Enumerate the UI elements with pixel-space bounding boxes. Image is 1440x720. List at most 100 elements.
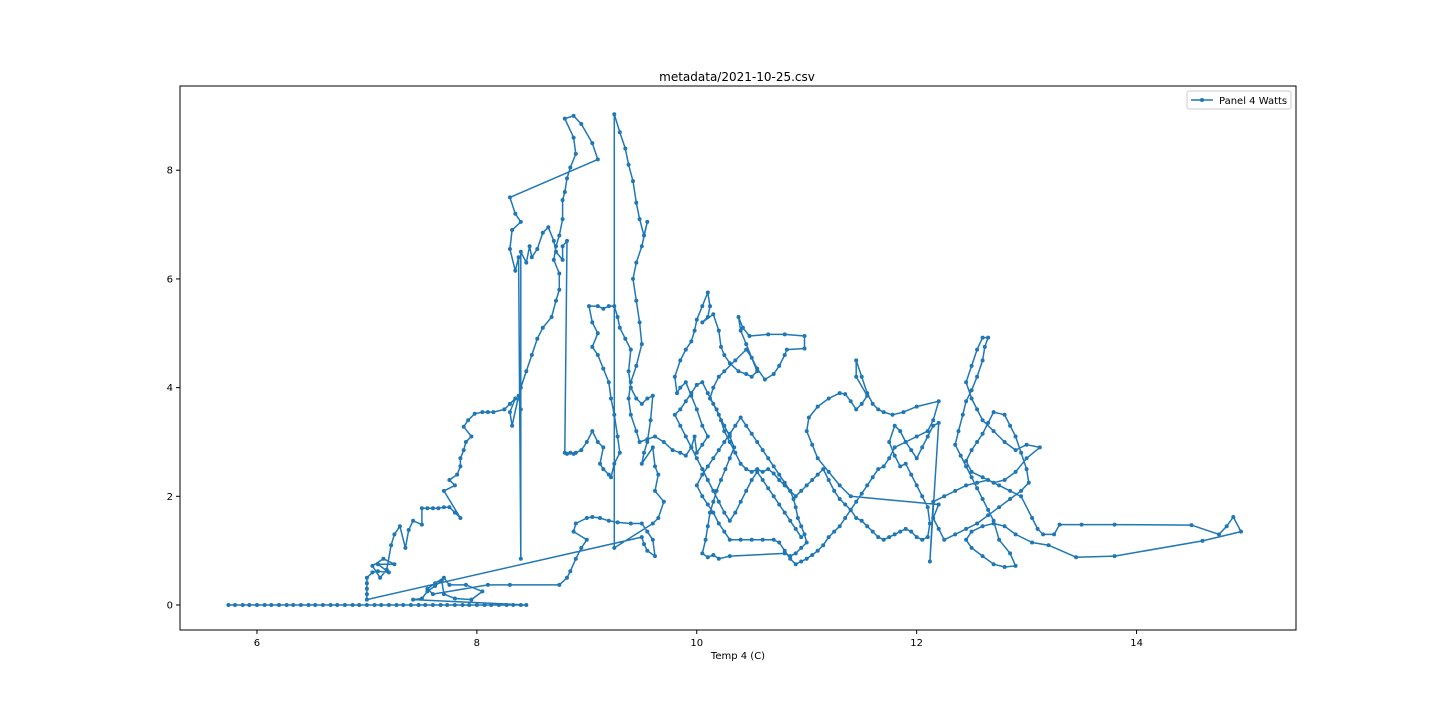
- data-point: [458, 516, 463, 520]
- data-point: [1008, 423, 1013, 428]
- data-point: [628, 521, 633, 526]
- data-point: [642, 450, 646, 455]
- data-point: [394, 603, 399, 607]
- data-point: [777, 478, 782, 482]
- data-point: [892, 532, 897, 537]
- data-point: [771, 372, 776, 376]
- data-point: [653, 488, 657, 493]
- data-point: [507, 410, 512, 415]
- data-point: [969, 545, 974, 550]
- data-point: [887, 535, 892, 540]
- data-point: [661, 440, 666, 444]
- data-point: [793, 551, 798, 556]
- data-point: [975, 374, 980, 379]
- data-point: [639, 535, 644, 540]
- data-point: [914, 535, 919, 540]
- data-point: [716, 328, 721, 333]
- data-point: [700, 551, 705, 556]
- data-point: [744, 488, 749, 493]
- data-point: [881, 464, 886, 469]
- data-point: [615, 315, 620, 319]
- data-point: [870, 529, 875, 534]
- data-point: [854, 499, 859, 504]
- data-point: [342, 603, 347, 607]
- data-point: [518, 219, 523, 224]
- data-point: [518, 407, 523, 412]
- data-point: [460, 603, 465, 607]
- data-point: [518, 385, 523, 390]
- data-point: [859, 518, 864, 523]
- data-point: [628, 385, 633, 390]
- data-point: [986, 513, 991, 518]
- data-point: [865, 391, 870, 396]
- data-point: [648, 418, 653, 423]
- data-point: [793, 562, 798, 567]
- data-point: [573, 450, 578, 455]
- data-point: [623, 336, 628, 341]
- data-point: [683, 380, 688, 385]
- data-point: [898, 429, 903, 434]
- data-point: [744, 347, 749, 352]
- data-point: [436, 506, 441, 511]
- data-point: [914, 434, 919, 439]
- data-point: [859, 401, 864, 406]
- data-point: [370, 563, 375, 568]
- data-point: [419, 522, 424, 527]
- data-point: [606, 472, 611, 477]
- data-point: [953, 442, 958, 447]
- data-point: [969, 448, 974, 453]
- data-point: [733, 450, 738, 455]
- data-point: [1019, 450, 1024, 455]
- data-point: [848, 399, 853, 404]
- data-point: [727, 537, 732, 542]
- data-point: [843, 516, 848, 520]
- data-point: [557, 233, 562, 238]
- data-point: [980, 335, 985, 340]
- data-point: [722, 369, 727, 374]
- data-point: [1024, 456, 1029, 461]
- data-point: [590, 141, 595, 146]
- data-point: [375, 569, 380, 574]
- data-point: [1008, 488, 1013, 493]
- data-point: [788, 488, 793, 493]
- data-point: [379, 603, 384, 607]
- data-point: [738, 328, 743, 333]
- data-point: [425, 506, 430, 511]
- data-point: [590, 515, 595, 519]
- data-point: [335, 603, 340, 607]
- data-point: [793, 526, 798, 531]
- data-point: [749, 469, 754, 474]
- x-axis: 6 8 10 12 14: [254, 630, 1143, 649]
- data-point: [240, 603, 245, 607]
- data-point: [821, 467, 826, 472]
- y-tick-label: 6: [167, 274, 173, 285]
- data-point: [719, 418, 723, 423]
- data-point: [645, 437, 650, 442]
- data-point: [782, 551, 787, 556]
- data-point: [925, 429, 930, 434]
- data-point: [711, 488, 716, 493]
- x-tick-label: 12: [910, 638, 923, 649]
- data-point: [771, 494, 776, 499]
- data-point: [438, 603, 443, 607]
- data-point: [802, 346, 807, 351]
- data-point: [762, 377, 767, 382]
- data-point: [482, 603, 487, 607]
- data-point: [964, 526, 969, 531]
- data-point: [595, 440, 600, 444]
- data-point: [571, 113, 576, 118]
- data-point: [689, 445, 694, 450]
- data-point: [832, 488, 837, 493]
- data-point: [1030, 516, 1035, 520]
- data-point: [810, 442, 815, 447]
- data-point: [579, 448, 584, 453]
- data-point: [452, 510, 457, 515]
- data-point: [507, 582, 512, 587]
- data-point: [587, 304, 591, 309]
- data-point: [584, 516, 589, 520]
- data-point: [364, 586, 369, 591]
- data-point: [683, 399, 688, 404]
- data-point: [656, 516, 661, 520]
- data-point: [755, 440, 760, 444]
- data-point: [419, 506, 424, 511]
